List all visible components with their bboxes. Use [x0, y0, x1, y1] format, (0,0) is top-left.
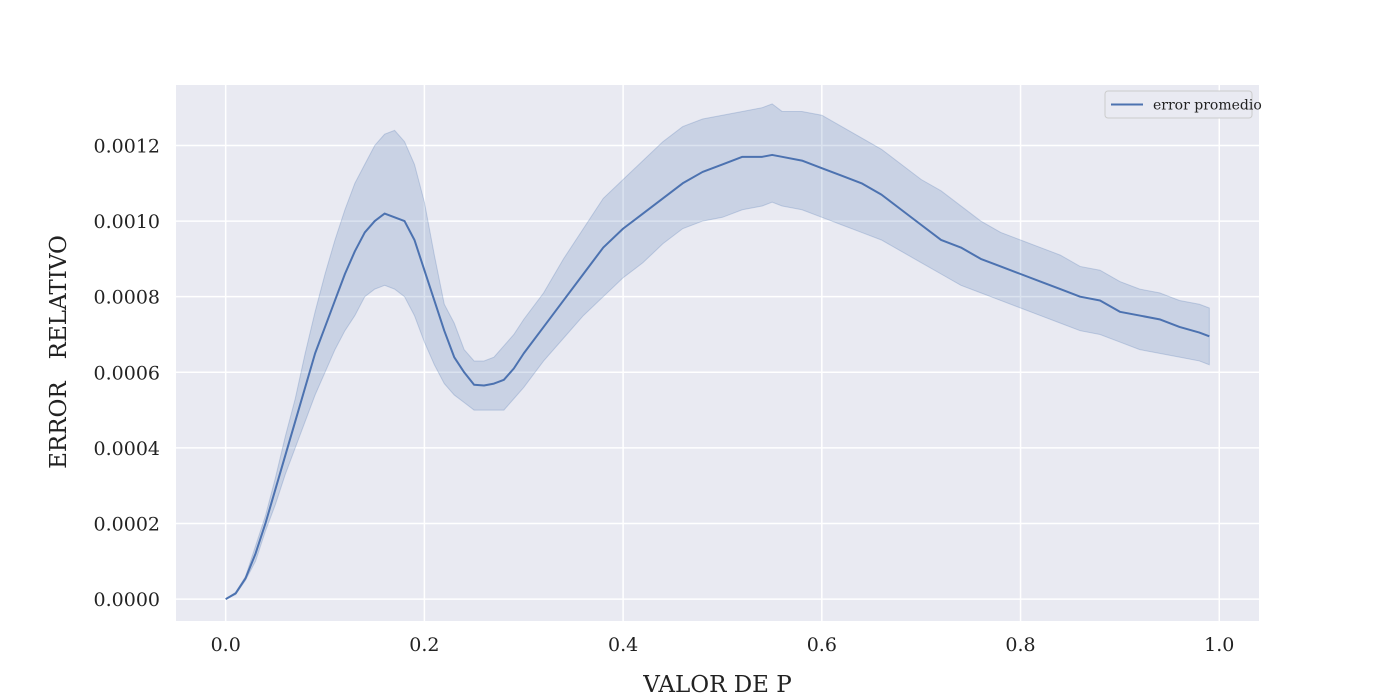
- y-tick-label: 0.0004: [94, 438, 160, 460]
- x-tick-label: 0.0: [211, 634, 241, 656]
- y-tick-label: 0.0012: [94, 135, 160, 157]
- y-axis-ticks: 0.0000 0.0002 0.0004 0.0006 0.0008 0.0010 0.00…: [94, 135, 160, 611]
- legend-label: error promedio: [1153, 98, 1262, 114]
- x-tick-label: 0.2: [409, 634, 439, 656]
- legend-box: [1104, 90, 1253, 119]
- series-lines: [225, 153, 1210, 600]
- x-tick-label: 0.6: [807, 634, 837, 656]
- plot-area: [176, 85, 1259, 621]
- y-tick-label: 0.0008: [94, 287, 160, 309]
- y-tick-label: 0.0006: [94, 362, 160, 384]
- y-tick-label: 0.0002: [94, 513, 160, 535]
- y-tick-label: 0.0010: [94, 211, 160, 233]
- series-line-error-promedio: [225, 153, 1210, 600]
- y-axis-label: ERROR RELATIVO: [46, 235, 72, 469]
- x-axis-label: VALOR DE P: [642, 672, 791, 698]
- legend: error promedio: [1104, 90, 1262, 119]
- x-tick-label: 0.4: [608, 634, 638, 656]
- x-axis-ticks: 0.0 0.2 0.4 0.6 0.8 1.0: [211, 634, 1235, 656]
- x-tick-label: 0.8: [1005, 634, 1035, 656]
- y-tick-label: 0.0000: [94, 589, 160, 611]
- x-tick-label: 1.0: [1204, 634, 1234, 656]
